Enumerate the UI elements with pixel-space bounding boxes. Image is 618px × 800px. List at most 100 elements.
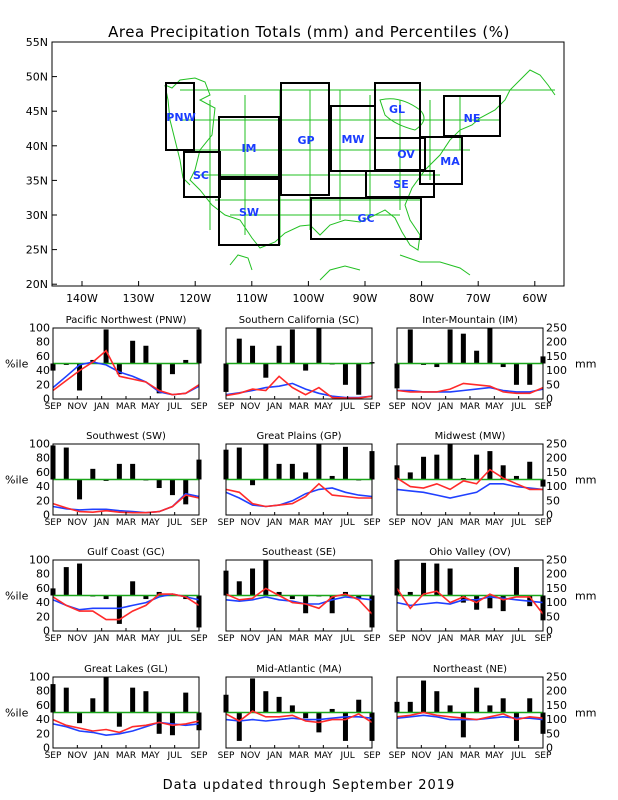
x-tick-label: MAY [314, 518, 333, 528]
percentile-bar [236, 447, 242, 480]
percentile-bar [116, 463, 122, 480]
percentile-bar [421, 680, 427, 713]
x-tick-label: MAY [485, 518, 504, 528]
percentile-bar [63, 687, 69, 713]
percentile-bar [77, 479, 83, 500]
pct-tick-label: 80 [36, 452, 50, 465]
observed-precip-line [396, 711, 544, 721]
percentile-bar [487, 705, 493, 713]
x-tick-label: SEP [364, 402, 381, 412]
percentile-bar [447, 705, 453, 713]
mm-tick-label: 250 [546, 322, 567, 335]
region-box-im [218, 116, 280, 178]
x-tick-label: SEP [218, 402, 235, 412]
panel-7: Southeast (SE) SEP NOV JAN MAR MAY JUL SEP [218, 547, 381, 644]
pct-tick-label: 60 [36, 350, 50, 363]
mm-tick-label: 150 [546, 466, 567, 479]
panel-title-great-lakes-gl-: Great Lakes (GL) [84, 664, 168, 675]
percentile-bar [116, 363, 122, 375]
region-label-pnw: PNW [166, 111, 195, 124]
mm-tick-label: 150 [546, 582, 567, 595]
map-lat-label: 40N [26, 140, 48, 153]
panel-title-ohio-valley-ov-: Ohio Valley (OV) [429, 547, 511, 558]
x-tick-label: SEP [45, 634, 62, 644]
percentile-bar [183, 692, 189, 713]
percentile-bar [236, 338, 242, 364]
panel-5: Midwest (MW)SEP NOV JAN MAR MAY JUL SEP0501001… [389, 431, 597, 528]
panel-8: Ohio Valley (OV)SEP NOV JAN MAR MAY JUL SEP050… [389, 547, 597, 644]
panel-title-northeast-ne-: Northeast (NE) [433, 664, 507, 675]
observed-precip-line [396, 382, 544, 395]
panel-title-great-plains-gp-: Great Plains (GP) [256, 431, 341, 442]
pct-tick-label: 60 [36, 582, 50, 595]
panel-title-gulf-coast-gc-: Gulf Coast (GC) [87, 547, 165, 558]
panel-6: Gulf Coast (GC)SEP NOV JAN MAR MAY JUL SEP0204… [5, 547, 208, 644]
mm-tick-label: 50 [546, 378, 560, 391]
x-tick-label: SEP [389, 634, 406, 644]
x-tick-label: JUL [511, 518, 526, 528]
mm-tick-label: 200 [546, 685, 567, 698]
percentile-bar [434, 454, 440, 480]
region-label-gc: GC [357, 212, 374, 225]
x-tick-label: NOV [240, 402, 261, 412]
pct-tick-label: 80 [36, 336, 50, 349]
panel-title-midwest-mw-: Midwest (MW) [435, 431, 506, 442]
percentile-bar [474, 687, 480, 713]
mm-tick-label: 100 [546, 713, 567, 726]
pct-tick-label: 20 [36, 610, 50, 623]
mm-tick-label: 50 [546, 727, 560, 740]
footer-note: Data updated through September 2019 [163, 778, 456, 793]
percentile-bar [156, 363, 162, 394]
x-tick-label: NOV [411, 634, 432, 644]
mm-tick-label: 100 [546, 596, 567, 609]
map-lat-label: 20N [26, 278, 48, 291]
mm-tick-label: 0 [546, 625, 553, 638]
x-tick-label: MAR [460, 518, 480, 528]
percentile-bar [289, 595, 295, 600]
panel-title-mid-atlantic-ma-: Mid-Atlantic (MA) [256, 664, 342, 675]
mm-tick-label: 0 [546, 393, 553, 406]
x-tick-label: JAN [93, 402, 109, 412]
region-box-ma [419, 136, 463, 185]
percentile-bar [250, 678, 256, 713]
mm-tick-label: 250 [546, 671, 567, 684]
map-lat-label: 30N [26, 209, 48, 222]
x-tick-label: SEP [218, 518, 235, 528]
panel-1: Southern California (SC) SEP NOV JAN MAR MAY J… [218, 315, 381, 412]
region-label-gl: GL [389, 103, 405, 116]
pct-tick-label: 40 [36, 713, 50, 726]
x-tick-label: MAY [141, 518, 160, 528]
pct-tick-label: 40 [36, 364, 50, 377]
x-tick-label: MAR [289, 634, 309, 644]
region-boxes [165, 82, 501, 246]
region-label-mw: MW [341, 133, 364, 146]
percentile-bar [103, 595, 109, 600]
x-tick-label: SEP [191, 402, 208, 412]
x-tick-label: MAR [289, 751, 309, 761]
x-tick-label: NOV [67, 518, 88, 528]
panel-4: Great Plains (GP) SEP NOV JAN MAR MAY JUL SEP [218, 431, 381, 528]
x-tick-label: MAY [485, 751, 504, 761]
percentile-bar [434, 563, 440, 596]
percentile-bar [250, 345, 256, 364]
map-lat-label: 45N [26, 105, 48, 118]
map-coastlines [164, 69, 556, 281]
observed-precip-line [225, 375, 373, 399]
percentile-bar [513, 475, 519, 480]
mm-tick-label: 50 [546, 494, 560, 507]
pct-tick-label: 0 [43, 509, 50, 522]
percentile-bar [276, 696, 282, 713]
pct-tick-label: 0 [43, 742, 50, 755]
x-tick-label: NOV [67, 751, 88, 761]
region-label-gp: GP [297, 134, 314, 147]
x-tick-label: JAN [93, 751, 109, 761]
panel-title-pacific-northwest-pnw-: Pacific Northwest (PNW) [66, 315, 187, 326]
percentile-bar [183, 479, 189, 505]
percentile-bar [130, 340, 136, 364]
x-tick-label: SEP [218, 751, 235, 761]
percentile-bar [487, 595, 493, 609]
percentile-bar [316, 328, 322, 364]
percentile-bar [342, 446, 348, 480]
mm-axis-label: mm [575, 474, 596, 487]
x-tick-label: MAY [314, 402, 333, 412]
